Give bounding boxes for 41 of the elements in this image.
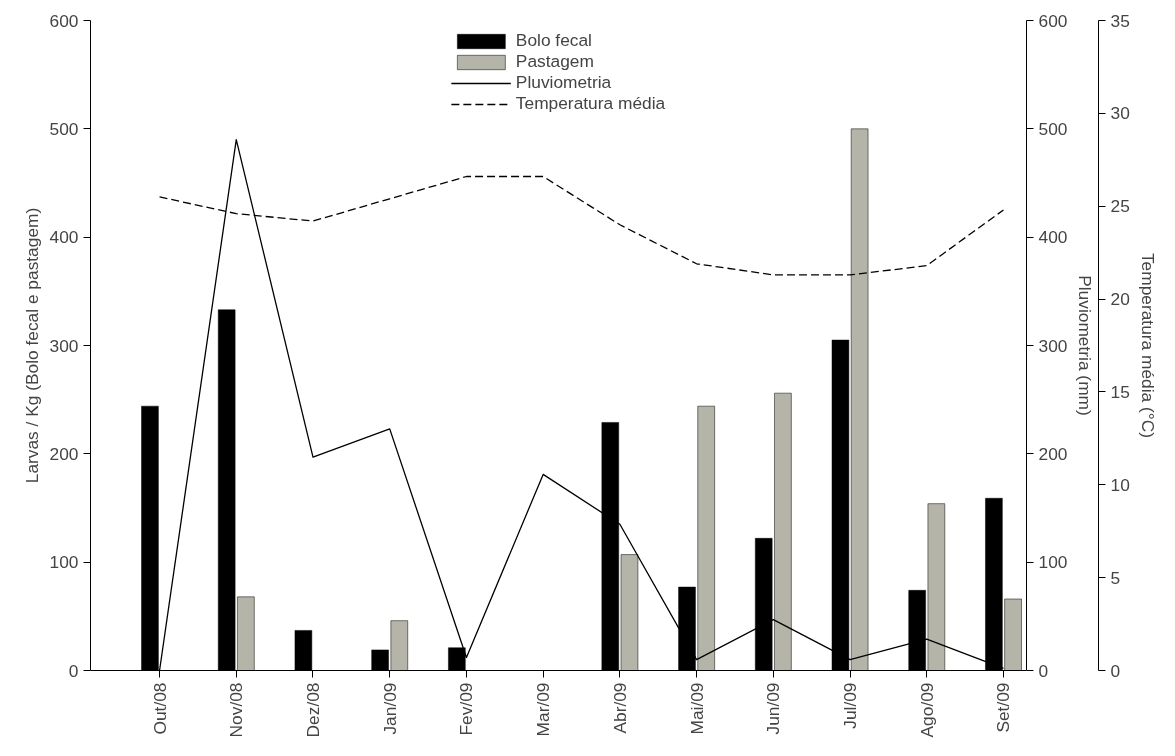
y-tick-label: 200 (49, 443, 79, 464)
legend-label: Pastagem (515, 51, 594, 72)
legend-label: Pluviometria (515, 72, 612, 93)
y2-tick-label: 400 (1038, 227, 1068, 248)
y-tick-label: 0 (68, 660, 79, 681)
y-tick-label: 500 (49, 118, 79, 139)
y-tick-label: 300 (49, 335, 79, 356)
legend-label: Bolo fecal (515, 30, 592, 51)
x-tick-label: Nov/08 (226, 682, 247, 738)
y3-tick-label: 10 (1110, 474, 1130, 495)
y-tick-label: 400 (49, 227, 79, 248)
x-tick-label: Ago/09 (916, 682, 937, 738)
y-axis-title: Larvas / Kg (Bolo fecal e pastagem) (21, 207, 42, 484)
x-tick-label: Set/09 (993, 682, 1014, 733)
y2-tick-label: 100 (1038, 552, 1068, 573)
x-tick-label: Jan/09 (379, 682, 400, 735)
y3-tick-label: 25 (1110, 196, 1130, 217)
y2-tick-label: 200 (1038, 443, 1068, 464)
y-tick-label: 600 (49, 10, 79, 31)
y3-tick-label: 0 (1110, 660, 1121, 681)
x-tick-label: Out/08 (149, 682, 170, 735)
x-tick-label: Fev/09 (456, 682, 477, 736)
y2-axis-title: Pluviometria (mm) (1075, 275, 1096, 416)
legend-label: Temperatura média (515, 93, 666, 114)
y3-tick-label: 15 (1110, 381, 1130, 402)
x-tick-label: Dez/08 (302, 682, 323, 738)
y-tick-label: 100 (49, 552, 79, 573)
x-tick-label: Abr/09 (609, 682, 630, 734)
y2-tick-label: 600 (1038, 10, 1068, 31)
y2-tick-label: 500 (1038, 118, 1068, 139)
y3-tick-label: 35 (1110, 10, 1130, 31)
y2-tick-label: 0 (1038, 660, 1049, 681)
x-tick-label: Mai/09 (686, 682, 707, 735)
y3-tick-label: 5 (1110, 567, 1121, 588)
x-tick-label: Mar/09 (533, 682, 554, 737)
y3-tick-label: 30 (1110, 103, 1130, 124)
x-tick-label: Jul/09 (840, 682, 861, 729)
y3-tick-label: 20 (1110, 289, 1130, 310)
y3-axis-title: Temperatura média (°C) (1137, 252, 1158, 439)
x-tick-label: Jun/09 (763, 682, 784, 735)
y2-tick-label: 300 (1038, 335, 1068, 356)
